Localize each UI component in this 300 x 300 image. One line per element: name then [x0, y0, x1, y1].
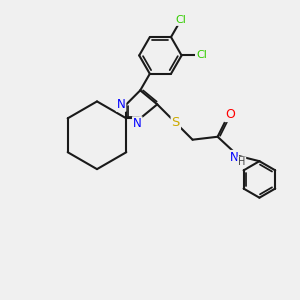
- Text: S: S: [172, 116, 180, 129]
- Text: N: N: [230, 151, 238, 164]
- Text: Cl: Cl: [196, 50, 207, 60]
- Text: H: H: [238, 158, 245, 167]
- Text: N: N: [133, 117, 142, 130]
- Text: Cl: Cl: [176, 15, 186, 25]
- Text: O: O: [225, 108, 235, 121]
- Text: N: N: [117, 98, 125, 111]
